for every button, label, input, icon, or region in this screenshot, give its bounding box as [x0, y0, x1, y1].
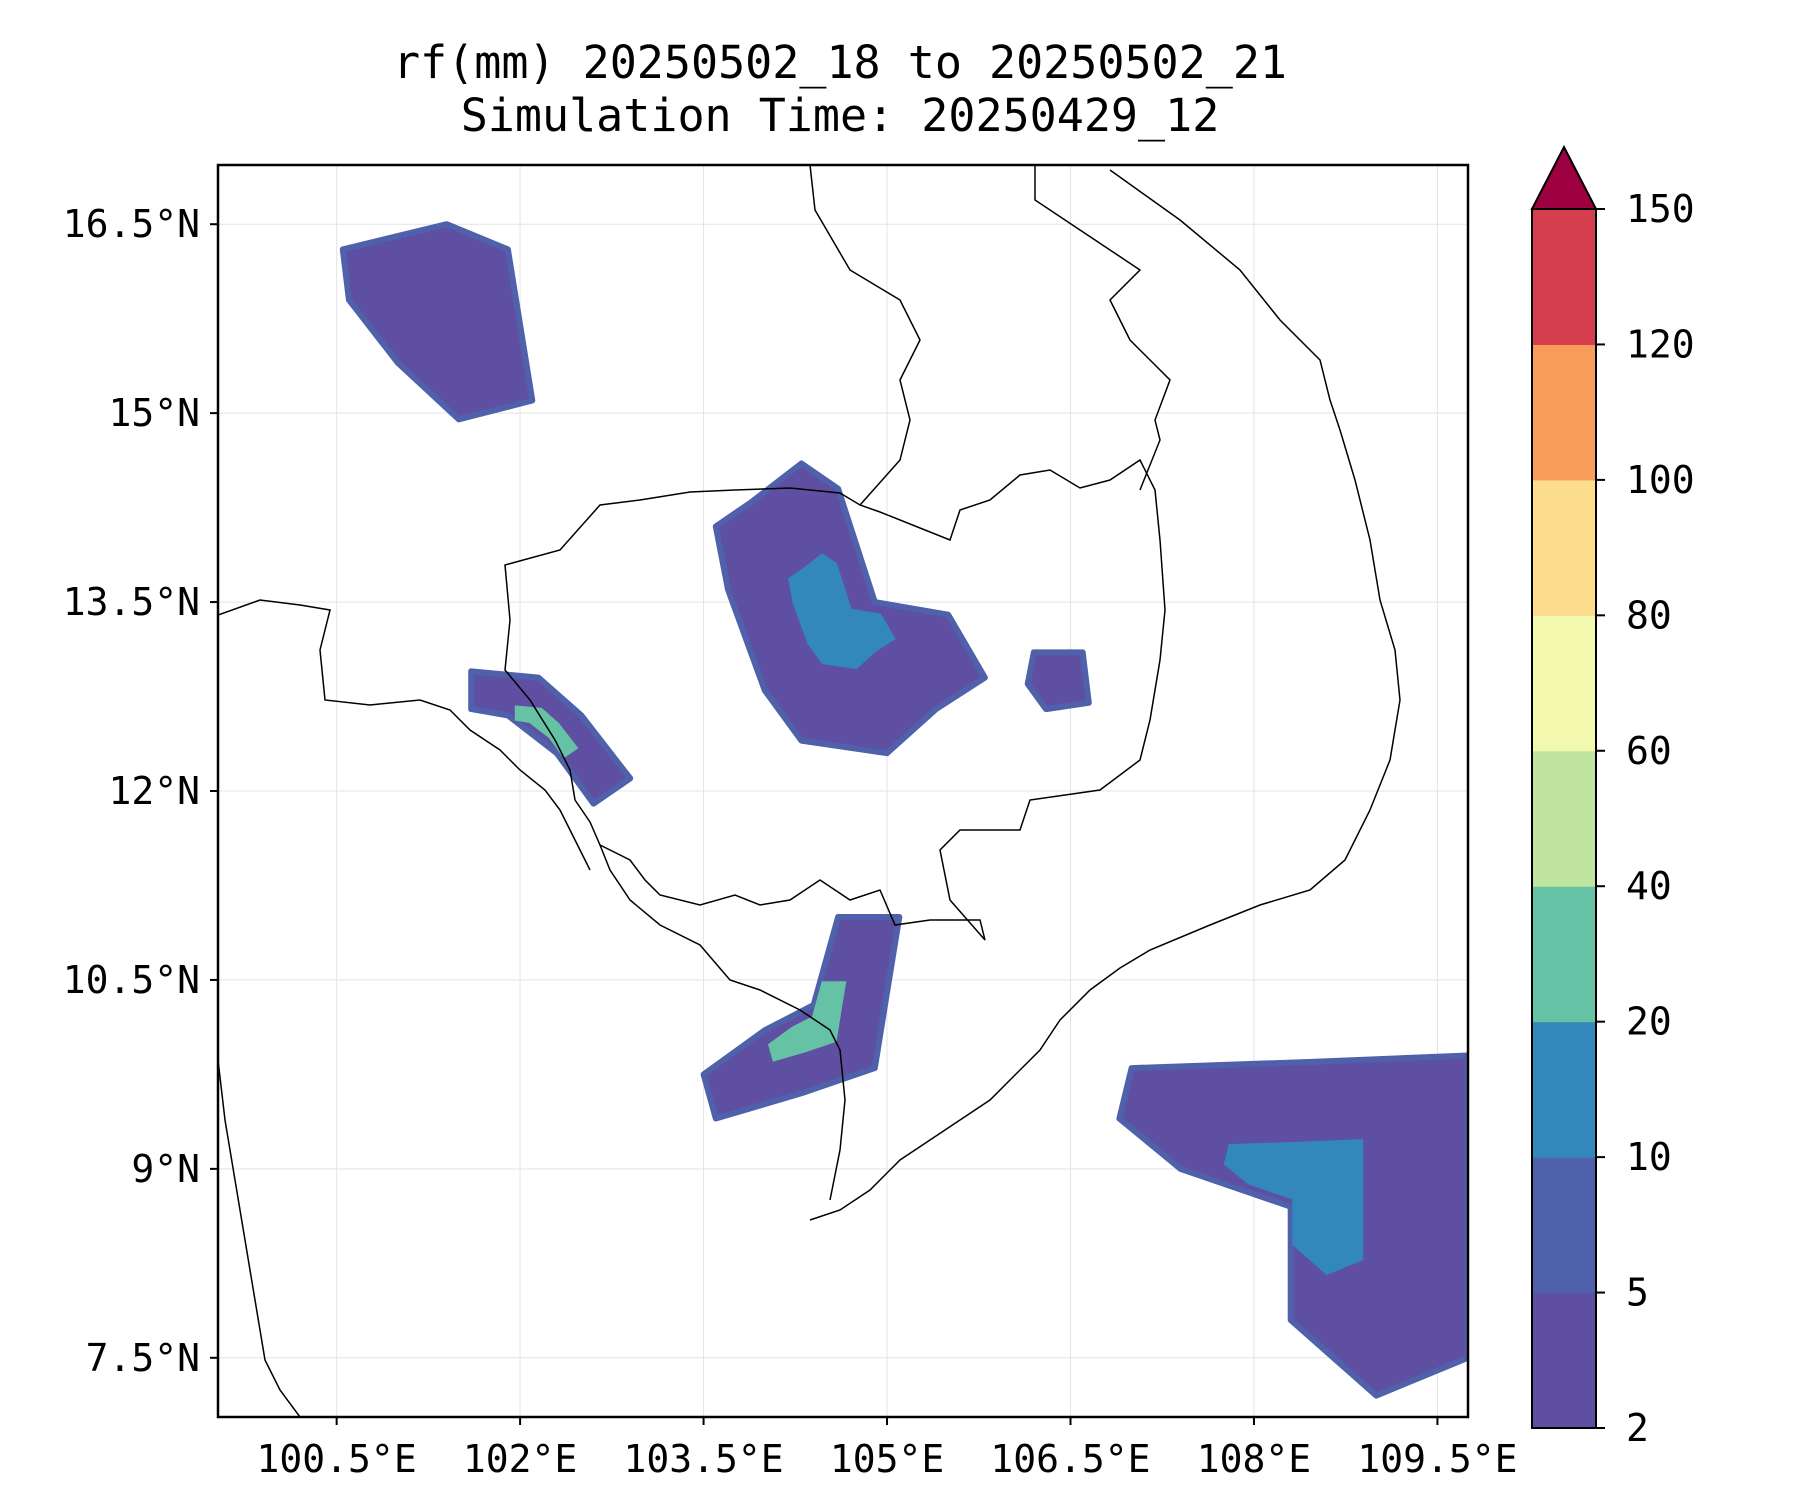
rain-area — [339, 221, 536, 423]
colorbar-tick-label: 2 — [1626, 1406, 1649, 1450]
rain-area-core — [514, 705, 579, 759]
y-tick-label: 13.5°N — [63, 580, 200, 624]
chart-title: rf(mm) 20250502_18 to 20250502_21 Simula… — [150, 36, 1530, 142]
y-tick-label: 12°N — [108, 769, 200, 813]
colorbar-segment — [1532, 750, 1596, 887]
rain-area-core — [788, 553, 896, 670]
rain-areas — [339, 221, 1468, 1399]
colorbar-segment — [1532, 1157, 1596, 1294]
colorbar-tick-label: 20 — [1626, 1000, 1672, 1044]
vietnam-coast — [809, 169, 1401, 1221]
thailand-coast — [218, 599, 591, 871]
title-line-2: Simulation Time: 20250429_12 — [460, 89, 1220, 143]
colorbar-extend-arrow — [1530, 144, 1598, 210]
y-tick-label: 9°N — [131, 1147, 200, 1191]
rain-area-core — [768, 981, 847, 1062]
x-tick-label: 102°E — [463, 1437, 577, 1481]
y-tick-label: 10.5°N — [63, 958, 200, 1002]
colorbar-tick-label: 120 — [1626, 322, 1695, 366]
colorbar-segment — [1532, 1021, 1596, 1158]
map-axes: 100.5°E 102°E 103.5°E 105°E 106.5°E 108°E 109.… — [63, 202, 1518, 1481]
colorbar-segment — [1532, 886, 1596, 1023]
colorbar-segment — [1532, 615, 1596, 752]
y-tick-label: 15°N — [108, 391, 200, 435]
title-line-1: rf(mm) 20250502_18 to 20250502_21 — [392, 36, 1288, 89]
colorbar-segment — [1532, 209, 1596, 345]
malay-peninsula-coast — [218, 1059, 301, 1417]
y-tick-label: 16.5°N — [63, 202, 200, 246]
x-tick-label: 100.5°E — [257, 1437, 417, 1481]
colorbar-segment — [1532, 1292, 1596, 1429]
colorbar-tick-label: 10 — [1626, 1135, 1672, 1179]
colorbar-tick-label: 60 — [1626, 729, 1672, 773]
laos-border — [809, 165, 921, 506]
rain-area — [700, 914, 903, 1122]
colorbar-tick-label: 5 — [1626, 1271, 1649, 1315]
rain-area-core — [1223, 1139, 1364, 1276]
colorbar: 2 5 10 20 40 60 80 100 120 150 — [1530, 144, 1695, 1450]
x-tick-label: 106.5°E — [990, 1437, 1150, 1481]
cambodia-coast — [599, 844, 846, 1201]
x-tick-label: 105°E — [830, 1437, 944, 1481]
x-tick-label: 103.5°E — [623, 1437, 783, 1481]
colorbar-frame — [1531, 208, 1597, 1429]
colorbar-tick-label: 100 — [1626, 458, 1695, 502]
colorbar-segment — [1532, 479, 1596, 616]
rain-area — [1024, 649, 1092, 713]
cambodia-border — [504, 458, 1166, 941]
colorbar-tick-label: 80 — [1626, 593, 1672, 637]
x-tick-label: 108°E — [1197, 1437, 1311, 1481]
coastlines-borders — [218, 165, 1401, 1417]
y-tick-label: 7.5°N — [86, 1336, 200, 1380]
colorbar-segment — [1532, 344, 1596, 481]
colorbar-tick-label: 40 — [1626, 864, 1672, 908]
vietnam-border — [1034, 165, 1171, 491]
colorbar-tick-label: 150 — [1626, 187, 1695, 231]
x-tick-label: 109.5°E — [1357, 1437, 1517, 1481]
